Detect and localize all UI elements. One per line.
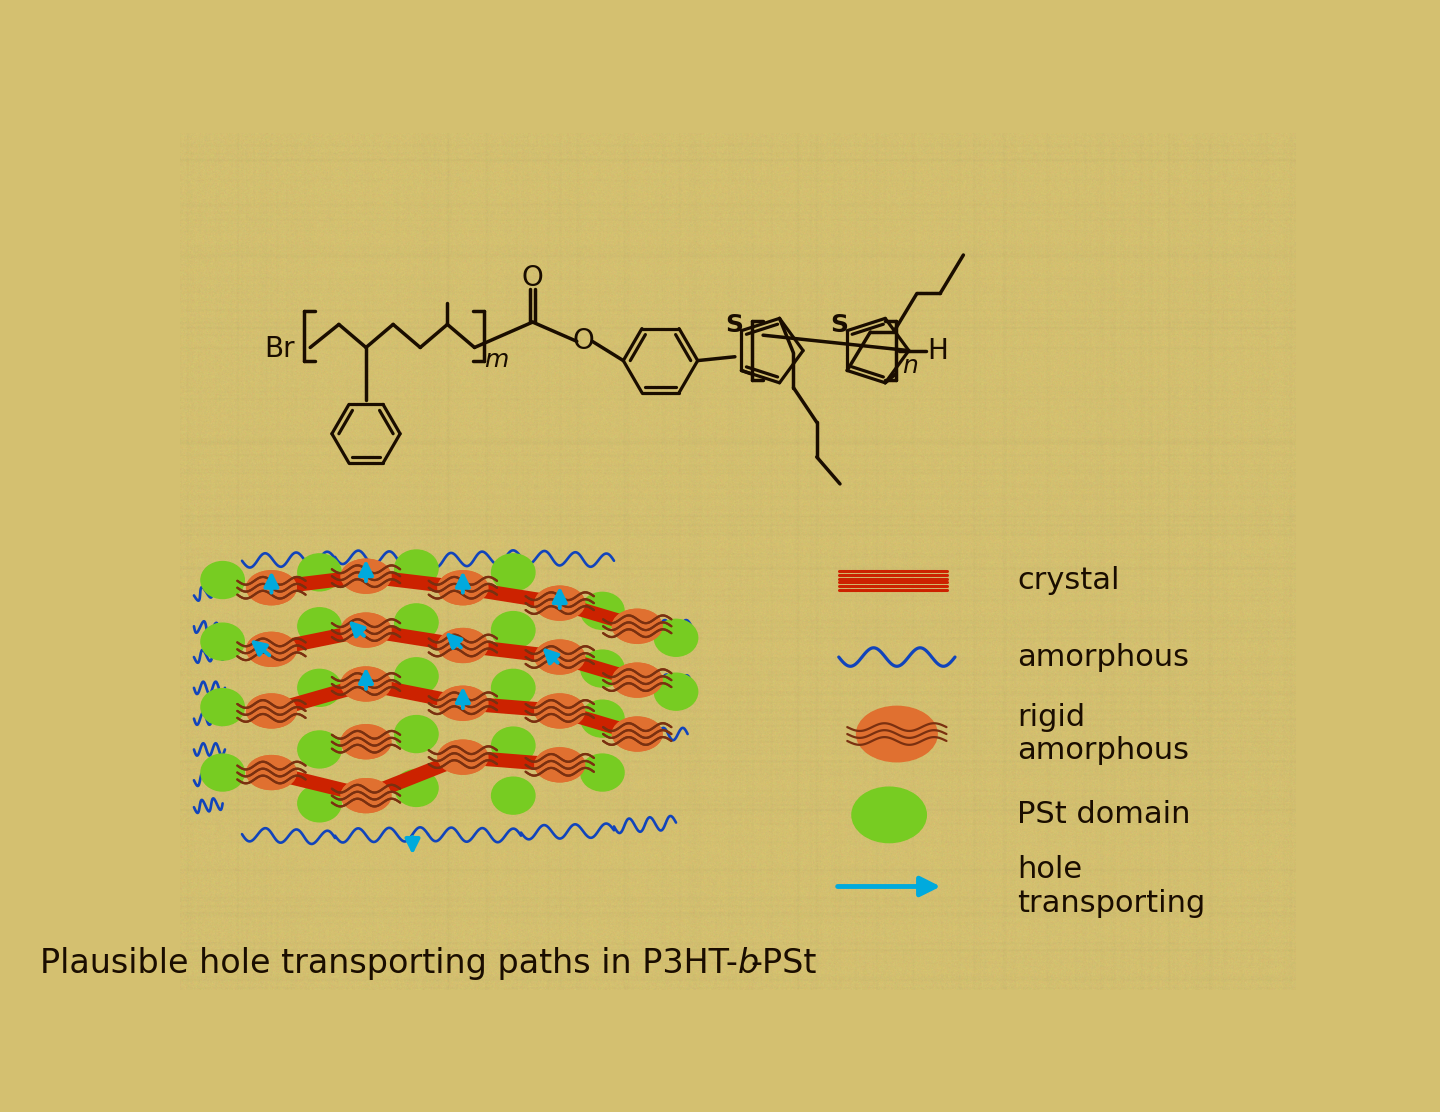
Ellipse shape: [534, 694, 585, 728]
Ellipse shape: [534, 641, 585, 674]
Ellipse shape: [438, 686, 488, 721]
Ellipse shape: [612, 717, 662, 751]
Ellipse shape: [654, 619, 698, 656]
Ellipse shape: [534, 586, 585, 620]
Text: amorphous: amorphous: [1017, 643, 1189, 672]
Ellipse shape: [202, 688, 245, 725]
Ellipse shape: [534, 694, 585, 728]
Ellipse shape: [438, 570, 488, 605]
Text: b: b: [739, 947, 759, 980]
Text: rigid
amorphous: rigid amorphous: [1017, 703, 1189, 765]
Ellipse shape: [395, 658, 438, 695]
Text: S: S: [831, 314, 848, 337]
Ellipse shape: [246, 694, 297, 728]
Ellipse shape: [341, 778, 390, 813]
Ellipse shape: [534, 748, 585, 782]
Text: hole
transporting: hole transporting: [1017, 855, 1205, 917]
Text: PSt domain: PSt domain: [1017, 801, 1191, 830]
Ellipse shape: [298, 785, 341, 822]
Ellipse shape: [202, 754, 245, 791]
Text: m: m: [484, 348, 508, 371]
Ellipse shape: [202, 623, 245, 661]
Ellipse shape: [491, 727, 534, 764]
Ellipse shape: [246, 570, 297, 605]
Ellipse shape: [202, 562, 245, 598]
Ellipse shape: [857, 706, 937, 762]
Ellipse shape: [298, 669, 341, 706]
Ellipse shape: [246, 755, 297, 790]
Ellipse shape: [246, 694, 297, 728]
Ellipse shape: [298, 554, 341, 590]
Ellipse shape: [246, 633, 297, 666]
Ellipse shape: [395, 604, 438, 641]
Ellipse shape: [341, 667, 390, 701]
Ellipse shape: [438, 628, 488, 663]
Text: -PSt: -PSt: [750, 947, 816, 980]
Ellipse shape: [341, 559, 390, 593]
Ellipse shape: [852, 787, 926, 843]
Text: S: S: [724, 314, 743, 337]
Ellipse shape: [341, 778, 390, 813]
Text: O: O: [521, 265, 543, 292]
Ellipse shape: [612, 663, 662, 697]
Ellipse shape: [341, 725, 390, 758]
Ellipse shape: [654, 673, 698, 711]
Ellipse shape: [534, 641, 585, 674]
Ellipse shape: [580, 701, 624, 737]
Ellipse shape: [395, 715, 438, 753]
Text: crystal: crystal: [1017, 566, 1119, 595]
Ellipse shape: [298, 731, 341, 768]
Ellipse shape: [438, 686, 488, 721]
Ellipse shape: [341, 559, 390, 593]
Ellipse shape: [246, 570, 297, 605]
Text: O: O: [572, 327, 593, 356]
Ellipse shape: [491, 777, 534, 814]
Ellipse shape: [341, 725, 390, 758]
Ellipse shape: [246, 755, 297, 790]
Ellipse shape: [341, 613, 390, 647]
Ellipse shape: [438, 628, 488, 663]
Ellipse shape: [395, 550, 438, 587]
Ellipse shape: [534, 748, 585, 782]
Ellipse shape: [612, 717, 662, 751]
Ellipse shape: [438, 741, 488, 774]
Ellipse shape: [246, 633, 297, 666]
Ellipse shape: [580, 754, 624, 791]
Text: Plausible hole transporting paths in P3HT-: Plausible hole transporting paths in P3H…: [40, 947, 739, 980]
Ellipse shape: [438, 570, 488, 605]
Ellipse shape: [612, 663, 662, 697]
Text: n: n: [901, 354, 917, 378]
Text: H: H: [927, 337, 949, 365]
Ellipse shape: [612, 609, 662, 643]
Ellipse shape: [534, 586, 585, 620]
Ellipse shape: [341, 613, 390, 647]
Ellipse shape: [580, 593, 624, 629]
Text: Br: Br: [264, 335, 295, 363]
Ellipse shape: [298, 608, 341, 645]
Ellipse shape: [491, 612, 534, 648]
Ellipse shape: [612, 609, 662, 643]
Ellipse shape: [395, 770, 438, 806]
Ellipse shape: [491, 554, 534, 590]
Ellipse shape: [438, 741, 488, 774]
Ellipse shape: [580, 651, 624, 687]
Ellipse shape: [341, 667, 390, 701]
Ellipse shape: [491, 669, 534, 706]
